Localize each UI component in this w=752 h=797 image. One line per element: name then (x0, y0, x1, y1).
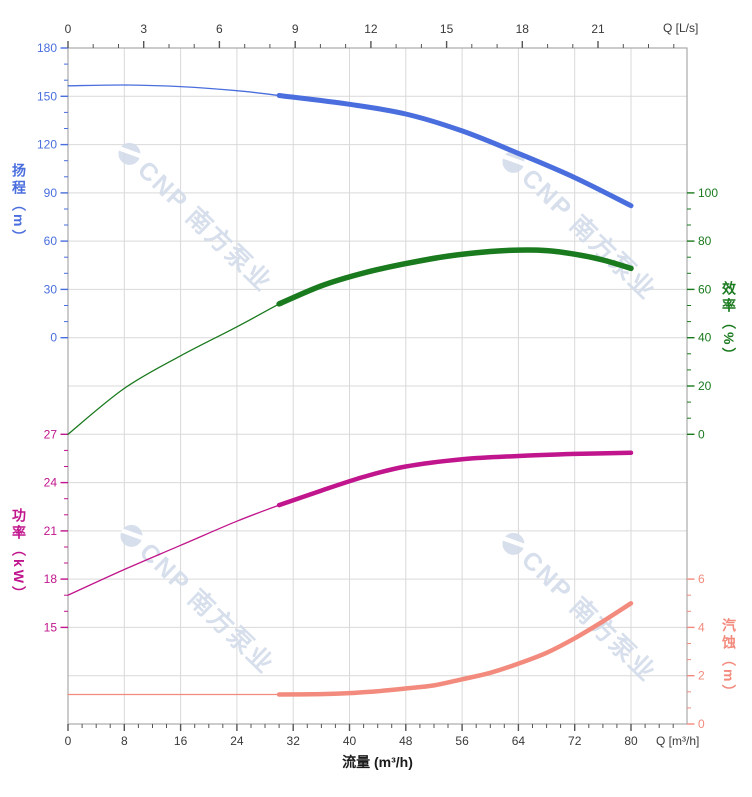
head-tick-label: 60 (44, 234, 58, 248)
watermark-text: CNP 南方泵业 (134, 537, 280, 680)
cnp-logo-icon (502, 154, 526, 167)
power-tick-label: 21 (44, 524, 58, 538)
efficiency-curve (276, 247, 634, 307)
bottom-tick-label: 56 (455, 734, 469, 748)
efficiency-curve-thin (67, 303, 280, 435)
watermark-layer: CNP 南方泵业 CNP 南方泵业 CNP 南方泵业 CNP 南方泵业 (118, 142, 662, 688)
top-tick-label: 0 (65, 22, 72, 36)
npsh-tick-label: 4 (698, 620, 705, 634)
top-tick-label: 18 (516, 22, 530, 36)
head-curve (276, 93, 634, 209)
power-curve (276, 450, 634, 508)
power-curve-thin (67, 504, 280, 596)
npsh-tick-label: 0 (698, 717, 705, 731)
power-tick-label: 24 (44, 476, 58, 490)
efficiency-axis-title: 效率（%） (721, 281, 737, 365)
watermark-text: CNP 南方泵业 (516, 545, 662, 688)
efficiency-tick-label: 60 (698, 282, 712, 296)
head-tick-label: 0 (50, 331, 57, 345)
head-tick-label: 90 (44, 186, 58, 200)
npsh-tick-label: 6 (698, 572, 705, 586)
top-tick-label: 15 (440, 22, 454, 36)
head-tick-label: 180 (37, 41, 57, 55)
top-axis-unit: Q [L/s] (663, 21, 699, 35)
top-tick-label: 21 (591, 22, 605, 36)
efficiency-tick-label: 100 (698, 186, 718, 200)
power-tick-label: 18 (44, 572, 58, 586)
head-tick-label: 150 (37, 89, 57, 103)
efficiency-tick-label: 20 (698, 379, 712, 393)
npsh-curve (276, 601, 634, 697)
bottom-tick-label: 32 (287, 734, 301, 748)
head-tick-label: 120 (37, 138, 57, 152)
cnp-logo-icon (502, 536, 526, 549)
efficiency-tick-label: 40 (698, 331, 712, 345)
cnp-logo-icon (118, 146, 142, 159)
flow-axis-label: 流量 (m³/h) (342, 754, 413, 770)
efficiency-tick-label: 0 (698, 427, 705, 441)
watermark: CNP 南方泵业 (120, 524, 280, 680)
cnp-logo-icon (120, 528, 144, 541)
bottom-tick-label: 0 (65, 734, 72, 748)
head-tick-label: 30 (44, 282, 58, 296)
curve-layer (67, 84, 634, 697)
watermark: CNP 南方泵业 (502, 150, 662, 306)
power-axis-title: 功率（kW） (11, 508, 27, 603)
gridlines (67, 47, 688, 725)
axis-layer: 1801501209060300272421181510080604020064… (37, 22, 718, 748)
bottom-axis-unit: Q [m³/h] (656, 734, 700, 748)
top-tick-label: 12 (364, 22, 378, 36)
bottom-tick-label: 8 (121, 734, 128, 748)
bottom-tick-label: 80 (624, 734, 638, 748)
top-tick-label: 9 (292, 22, 299, 36)
bottom-tick-label: 40 (343, 734, 357, 748)
top-tick-label: 6 (216, 22, 223, 36)
head-curve-thin (67, 84, 280, 97)
bottom-tick-label: 16 (174, 734, 188, 748)
watermark: CNP 南方泵业 (118, 142, 278, 298)
head-axis-title: 扬程（m） (11, 163, 27, 247)
top-tick-label: 3 (140, 22, 147, 36)
watermark-text: CNP 南方泵业 (132, 155, 278, 298)
power-tick-label: 27 (44, 427, 58, 441)
bottom-tick-label: 64 (512, 734, 526, 748)
bottom-tick-label: 48 (399, 734, 413, 748)
bottom-tick-label: 24 (230, 734, 244, 748)
npsh-tick-label: 2 (698, 669, 705, 683)
power-tick-label: 15 (44, 620, 58, 634)
bottom-tick-label: 72 (568, 734, 582, 748)
efficiency-tick-label: 80 (698, 234, 712, 248)
npsh-axis-title: 汽蚀（m） (721, 618, 737, 702)
